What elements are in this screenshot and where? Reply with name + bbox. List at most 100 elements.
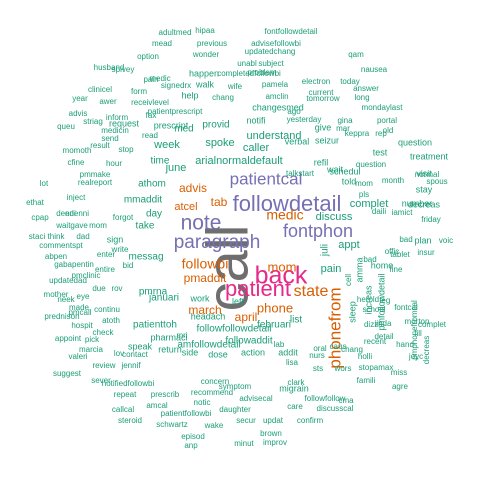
word-caller: caller [243, 142, 270, 154]
word-amfollowdetail: amfollowdetail [177, 340, 240, 351]
word-lisa: lisa [286, 358, 299, 367]
word-paragraph: paragraph [174, 232, 261, 253]
word-nurs: nurs [309, 351, 325, 360]
word-understand: understand [246, 130, 301, 142]
word-told: told [342, 176, 357, 186]
word-side: side [182, 347, 199, 357]
word-advis: advis [69, 109, 88, 118]
word-send: send [101, 134, 118, 143]
word-think: think [48, 232, 66, 241]
word-tomorrow: tomorrow [306, 94, 340, 103]
word-medic: medic [149, 74, 170, 83]
word-friday: friday [421, 215, 441, 224]
word-momoth: momoth [63, 146, 92, 155]
word-continu: continu [94, 305, 120, 314]
word-normal: normal [415, 170, 440, 179]
word-question: question [356, 160, 386, 169]
word-mmaddit: mmaddit [124, 195, 163, 206]
word-write: write [111, 245, 129, 254]
word-back: back [255, 262, 308, 290]
word-mead: mead [152, 39, 172, 48]
word-recent: recent [364, 337, 387, 346]
word-number: number [402, 198, 433, 208]
word-tablet: tablet [390, 250, 410, 259]
word-increas: increas [363, 285, 373, 315]
word-rep: rep [375, 129, 387, 138]
word-mom: mom [89, 221, 107, 230]
word-discusscal: discusscal [317, 404, 354, 413]
word-amma: amma [354, 257, 364, 282]
word-anp: anp [184, 441, 198, 450]
word-tab: tab [211, 195, 228, 209]
word-herold: herold [357, 295, 379, 304]
word-dizzi: dizzi [364, 320, 380, 329]
word-arialnormaldefault: arialnormaldefault [195, 155, 282, 167]
word-wake: wake [204, 421, 224, 430]
word-phone: phone [257, 300, 293, 315]
word-treatment: treatment [410, 151, 449, 161]
word-verbal: verbal [285, 136, 310, 146]
word-juli: juli [320, 244, 331, 257]
word-result: result [90, 141, 110, 150]
word-realreport: realreport [78, 178, 113, 187]
word-home: home [371, 260, 394, 270]
word-sever: sever [91, 376, 111, 385]
word-mom: mom [355, 179, 373, 188]
word-receivlevel: receivlevel [131, 98, 169, 107]
word-phonefrom: phonefrom [325, 287, 344, 368]
word-week: week [153, 139, 180, 151]
word-read: read [142, 131, 158, 140]
word-inform: inform [106, 113, 129, 122]
word-talkstart: talkstart [286, 169, 315, 178]
word-sts: sts [313, 364, 323, 373]
word-jennif: jennif [120, 361, 141, 370]
word-pmcall: pmcall [68, 308, 91, 317]
word-take: take [136, 221, 155, 232]
word-patientcal: patientcal [230, 169, 303, 188]
word-hospit: hospit [71, 321, 93, 330]
word-patienttoh: patienttoh [133, 320, 177, 331]
word-ethat: ethat [26, 198, 45, 207]
word-due: due [92, 284, 106, 293]
word-pmclinic: pmclinic [72, 271, 101, 280]
word-daughter: daughter [219, 405, 251, 414]
word-joyc: joyc [408, 352, 423, 361]
word-check: check [93, 328, 115, 337]
word-gabapentin: gabapentin [54, 260, 94, 269]
word-medic: medic [266, 207, 303, 223]
word-fontphon: fontphon [283, 221, 353, 241]
word-followdetail: followdetail [233, 191, 342, 216]
word-month: month [382, 176, 404, 185]
word-appt: appt [338, 239, 359, 251]
word-fax: fax [146, 111, 157, 120]
word-migrain: migrain [279, 383, 309, 393]
word-wors: wors [334, 364, 352, 373]
word-visit: visit [416, 168, 432, 178]
word-pls: pls [359, 190, 369, 199]
word-suggest: suggest [53, 369, 82, 378]
word-cpap: cpap [31, 213, 49, 222]
word-day: day [146, 209, 162, 220]
word-provid: provid [202, 120, 229, 131]
word-april: april [235, 310, 258, 324]
word-pmmake: pmmake [80, 170, 111, 179]
word-speak: speak [128, 341, 153, 351]
word-pain: pain [143, 75, 158, 84]
word-notifiedfollowbi: notifiedfollowbi [102, 379, 155, 388]
word-valeri: valeri [68, 352, 87, 361]
word-updatedchang: updatedchang [245, 47, 296, 56]
word-stop: stop [118, 145, 134, 154]
word-morton: morton [405, 317, 430, 326]
word-awer: awer [99, 97, 117, 106]
word-fine: fine [390, 265, 403, 274]
word-followaddit: followaddit [225, 336, 272, 347]
word-dad: dad [76, 232, 89, 241]
word-fontfollowdetail: fontfollowdetail [265, 27, 318, 36]
word-complet: complet [350, 198, 389, 210]
word-mother: mother [44, 290, 69, 299]
word-patient: patient [225, 276, 291, 301]
word-holli: holli [358, 352, 372, 361]
word-updat: updat [263, 416, 284, 425]
word-brown: brown [260, 429, 282, 438]
